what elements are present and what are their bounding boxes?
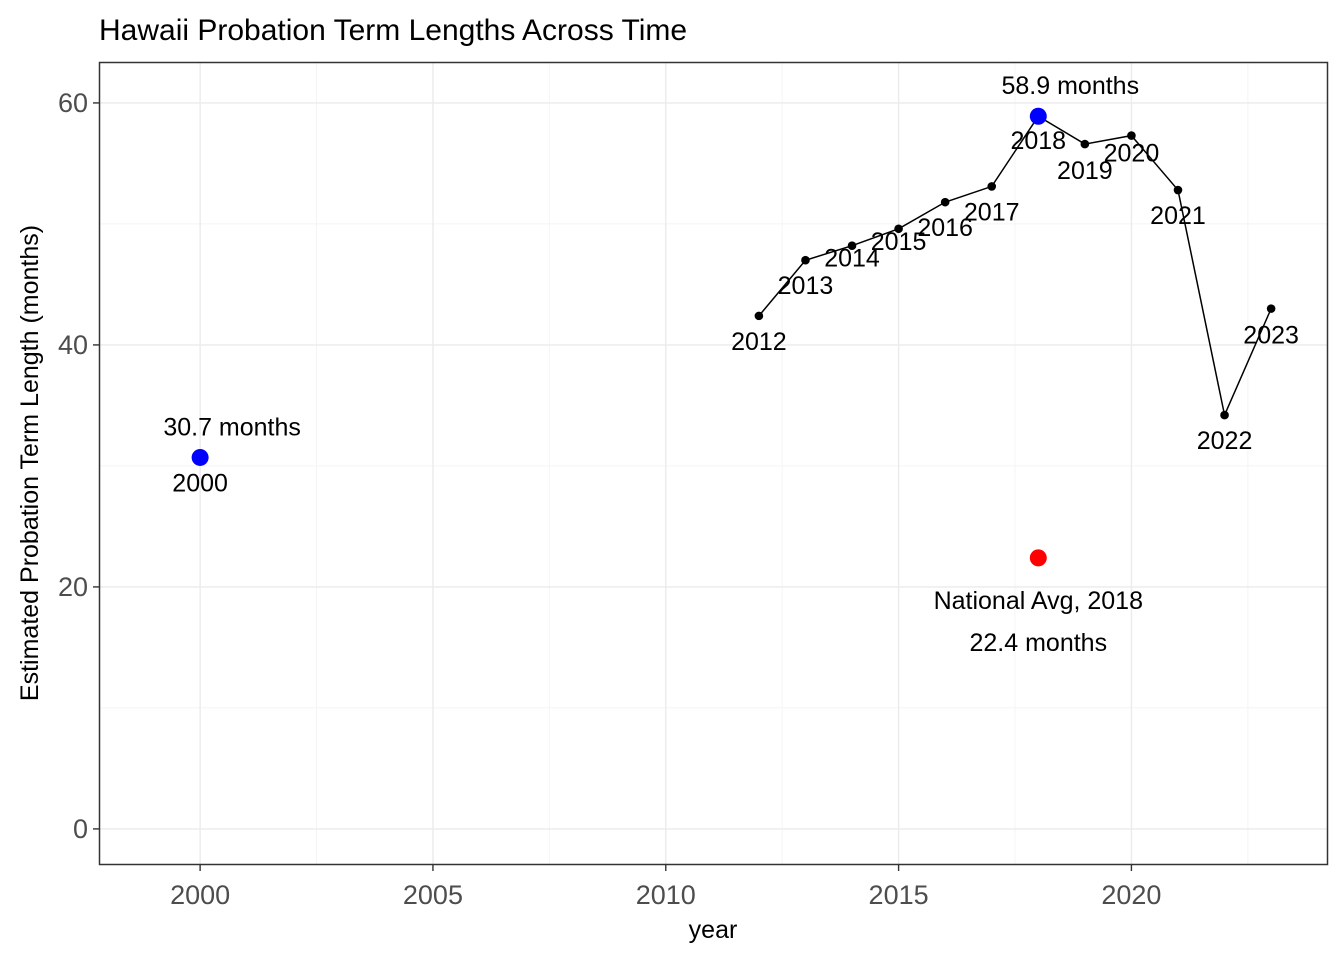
point-label: 2016 bbox=[917, 214, 973, 242]
y-tick-label: 40 bbox=[58, 330, 88, 360]
point-label: National Avg, 2018 bbox=[934, 587, 1143, 615]
point-label: 2017 bbox=[964, 198, 1020, 226]
national-avg-point bbox=[1029, 549, 1047, 567]
x-axis-title: year bbox=[689, 916, 738, 944]
point-label: 2015 bbox=[871, 228, 927, 256]
point-label: 2022 bbox=[1197, 427, 1253, 455]
point-label: 2023 bbox=[1243, 322, 1299, 350]
data-point bbox=[1173, 185, 1183, 195]
point-label: 30.7 months bbox=[163, 413, 301, 441]
panel-border bbox=[98, 61, 1329, 866]
axis-ticks: 2000 2005 2010 2015 2020 0 20 40 60 bbox=[58, 88, 1162, 910]
x-tick-label: 2010 bbox=[636, 880, 696, 910]
point-label: 22.4 months bbox=[969, 629, 1107, 657]
data-point bbox=[1266, 304, 1276, 313]
data-point bbox=[940, 197, 950, 207]
data-point bbox=[754, 311, 764, 321]
grid bbox=[100, 63, 1327, 864]
x-tick-label: 2000 bbox=[170, 880, 230, 910]
point-label: 2018 bbox=[1010, 127, 1066, 155]
point-label: 2000 bbox=[172, 469, 228, 497]
data-point bbox=[1127, 131, 1136, 140]
data-point bbox=[1080, 139, 1090, 149]
data-point bbox=[894, 224, 903, 234]
point-label: 2020 bbox=[1104, 140, 1160, 168]
chart-title: Hawaii Probation Term Lengths Across Tim… bbox=[99, 14, 687, 47]
point-label: 2014 bbox=[824, 245, 880, 273]
y-axis-title: Estimated Probation Term Length (months) bbox=[16, 225, 44, 701]
y-tick-label: 60 bbox=[58, 88, 88, 118]
point-label: 58.9 months bbox=[1001, 72, 1139, 100]
x-tick-label: 2015 bbox=[869, 880, 929, 910]
data-point bbox=[1220, 410, 1229, 420]
series-lines bbox=[758, 115, 1272, 418]
x-tick-label: 2020 bbox=[1101, 880, 1161, 910]
data-point bbox=[987, 182, 997, 191]
y-tick-label: 0 bbox=[73, 814, 88, 844]
point-label: 2019 bbox=[1057, 157, 1113, 185]
data-point bbox=[801, 255, 810, 265]
y-tick-label: 20 bbox=[58, 572, 88, 602]
point-label: 2021 bbox=[1150, 202, 1206, 230]
series-line bbox=[758, 115, 1272, 418]
point-label: 2012 bbox=[731, 328, 787, 356]
highlight-point bbox=[1029, 107, 1047, 125]
data-point bbox=[847, 241, 857, 251]
highlight-point bbox=[191, 448, 209, 466]
data-points bbox=[191, 107, 1276, 567]
point-label: 2013 bbox=[778, 272, 834, 300]
x-tick-label: 2005 bbox=[403, 880, 463, 910]
